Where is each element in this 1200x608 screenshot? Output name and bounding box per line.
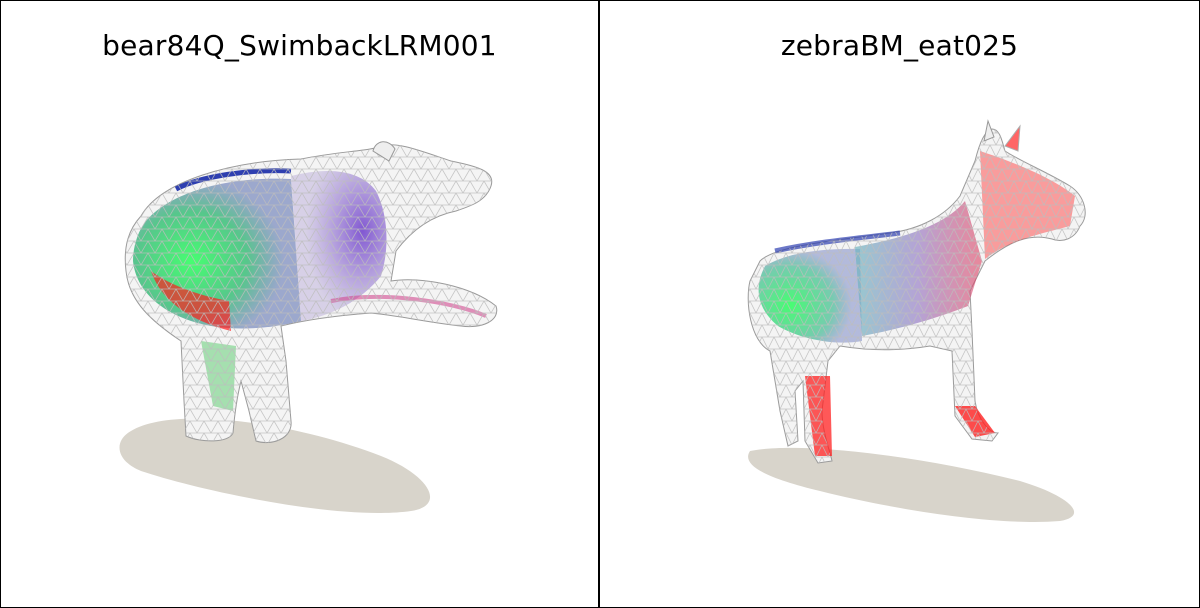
left-panel: bear84Q_SwimbackLRM001 <box>1 1 600 607</box>
panel-title-left: bear84Q_SwimbackLRM001 <box>102 29 497 62</box>
right-panel: zebraBM_eat025 <box>600 1 1199 607</box>
bear-mesh-icon <box>119 141 498 513</box>
zebra-mesh-icon <box>747 119 1086 522</box>
panel-title-right: zebraBM_eat025 <box>780 29 1019 62</box>
